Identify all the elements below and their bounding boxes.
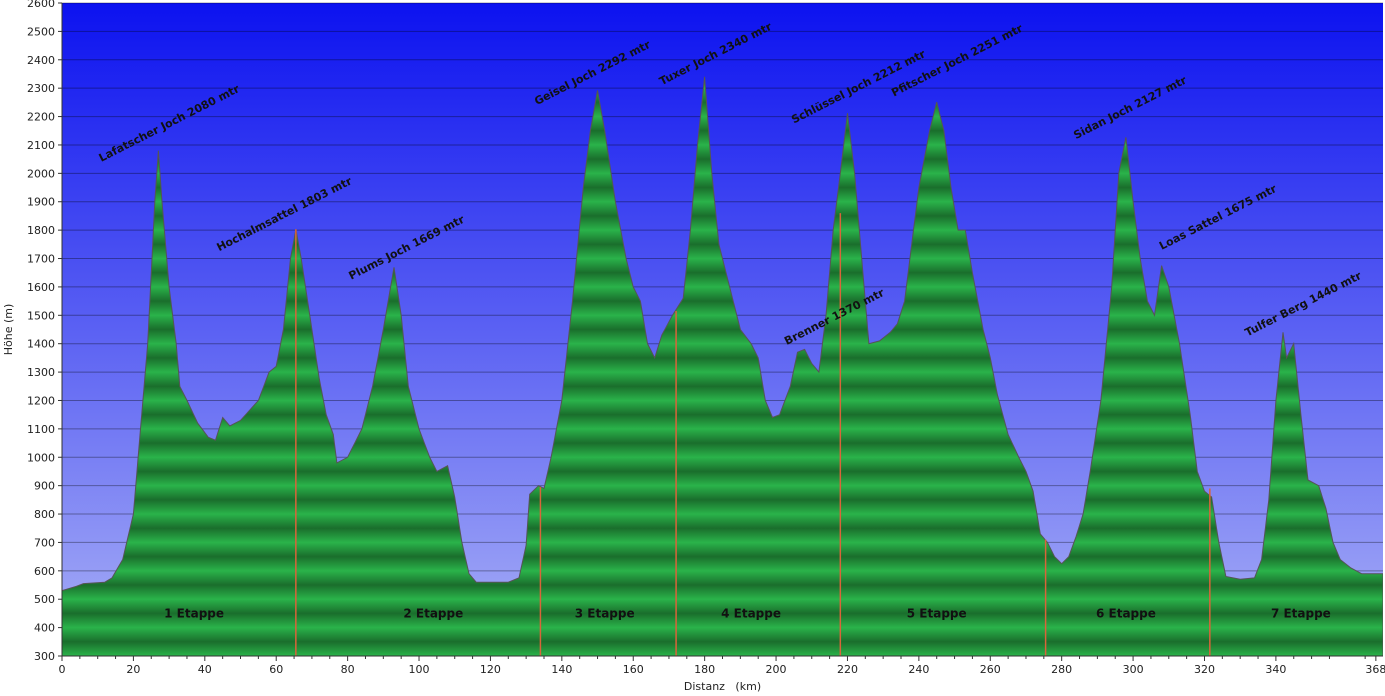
y-tick-label: 1600 [27,281,55,294]
y-tick-label: 1500 [27,309,55,322]
x-tick-label: 40 [198,663,212,676]
y-tick-label: 1100 [27,423,55,436]
y-tick-label: 1300 [27,366,55,379]
x-tick-label: 200 [766,663,787,676]
y-tick-label: 1800 [27,224,55,237]
x-tick-label: 368 [1365,663,1385,676]
y-tick-label: 800 [34,508,55,521]
x-tick-label: 80 [341,663,355,676]
x-tick-label: 300 [1123,663,1144,676]
x-tick-label: 220 [837,663,858,676]
y-tick-label: 2200 [27,111,55,124]
y-tick-label: 1900 [27,196,55,209]
stage-label: 6 Etappe [1096,606,1156,620]
elevation-area [62,76,1383,656]
x-tick-label: 100 [409,663,430,676]
y-tick-label: 1400 [27,338,55,351]
x-tick-label: 140 [551,663,572,676]
x-axis-ticks: 0 20 40 60 80 100 120 140 160 180 200 220 240 260 280 3… [59,656,1385,676]
stage-label: 1 Etappe [164,606,224,620]
x-tick-label: 160 [623,663,644,676]
x-tick-label: 20 [126,663,140,676]
stage-label: 2 Etappe [403,606,463,620]
y-tick-label: 300 [34,650,55,663]
y-tick-label: 2300 [27,82,55,95]
stage-label: 5 Etappe [907,606,967,620]
y-tick-label: 1700 [27,253,55,266]
y-tick-label: 1000 [27,451,55,464]
y-tick-label: 900 [34,480,55,493]
y-tick-label: 600 [34,565,55,578]
x-tick-label: 180 [694,663,715,676]
stage-label: 4 Etappe [721,606,781,620]
y-tick-label: 2500 [27,25,55,38]
y-tick-label: 2100 [27,139,55,152]
stage-label: 7 Etappe [1271,606,1331,620]
x-tick-label: 120 [480,663,501,676]
y-axis-title: Höhe (m) [2,304,15,356]
stage-labels: 1 Etappe 2 Etappe 3 Etappe 4 Etappe 5 Etappe… [164,606,1331,620]
y-tick-label: 1200 [27,394,55,407]
y-tick-label: 2000 [27,167,55,180]
x-tick-label: 280 [1051,663,1072,676]
y-tick-label: 2600 [27,0,55,10]
x-tick-label: 260 [980,663,1001,676]
y-tick-label: 400 [34,622,55,635]
y-axis-ticks: 300 400 500 600 700 800 900 1000 1100 1200 1300 140… [27,0,62,663]
x-tick-label: 320 [1194,663,1215,676]
x-axis-title: Distanz (km) [684,680,761,693]
y-tick-label: 500 [34,593,55,606]
x-tick-label: 0 [59,663,66,676]
y-tick-label: 700 [34,536,55,549]
x-tick-label: 340 [1265,663,1286,676]
x-tick-label: 240 [908,663,929,676]
stage-label: 3 Etappe [575,606,635,620]
y-tick-label: 2400 [27,54,55,67]
stage-boundaries [295,213,1211,656]
x-tick-label: 60 [269,663,283,676]
